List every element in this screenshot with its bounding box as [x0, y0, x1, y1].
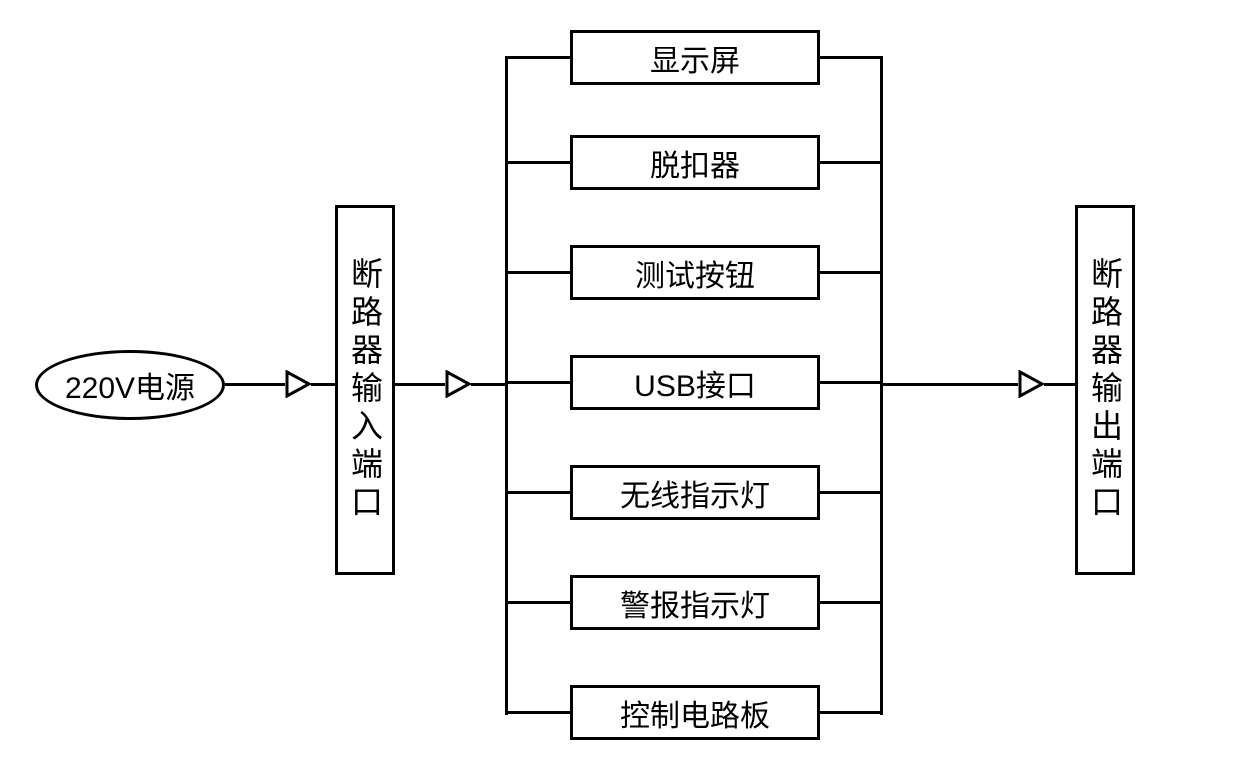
- left-branch-5: [505, 601, 570, 604]
- line-arrow1-to-input: [311, 383, 335, 386]
- left-branch-0: [505, 56, 570, 59]
- output-port-box: 断路器输出端口: [1075, 205, 1135, 575]
- component-label: 测试按钮: [635, 251, 755, 295]
- component-label: 显示屏: [650, 36, 740, 80]
- source-label: 220V电源: [65, 363, 195, 407]
- right-bus-vertical: [880, 57, 883, 715]
- output-port-label: 断路器输出端口: [1082, 257, 1128, 523]
- component-trip: 脱扣器: [570, 135, 820, 190]
- line-source-to-arrow1: [225, 383, 285, 386]
- line-arrow3-to-output: [1044, 383, 1075, 386]
- component-test-button: 测试按钮: [570, 245, 820, 300]
- component-label: 脱扣器: [650, 141, 740, 185]
- right-branch-3: [820, 381, 883, 384]
- left-branch-1: [505, 161, 570, 164]
- right-branch-5: [820, 601, 883, 604]
- right-branch-1: [820, 161, 883, 164]
- arrow-3: [1018, 370, 1044, 398]
- left-branch-3: [505, 381, 570, 384]
- left-branch-2: [505, 271, 570, 274]
- input-port-box: 断路器输入端口: [335, 205, 395, 575]
- line-bus-to-arrow3: [883, 383, 1018, 386]
- left-bus-vertical: [505, 57, 508, 715]
- component-display: 显示屏: [570, 30, 820, 85]
- right-branch-0: [820, 56, 883, 59]
- right-branch-4: [820, 491, 883, 494]
- component-label: 警报指示灯: [620, 581, 770, 625]
- component-control-board: 控制电路板: [570, 685, 820, 740]
- input-port-label: 断路器输入端口: [342, 257, 388, 523]
- left-branch-6: [505, 711, 570, 714]
- component-usb: USB接口: [570, 355, 820, 410]
- line-input-to-arrow2: [395, 383, 445, 386]
- arrow-1: [285, 370, 311, 398]
- component-alarm-led: 警报指示灯: [570, 575, 820, 630]
- arrow-2: [445, 370, 471, 398]
- component-label: 无线指示灯: [620, 471, 770, 515]
- source-node: 220V电源: [35, 350, 225, 420]
- component-label: 控制电路板: [620, 691, 770, 735]
- left-branch-4: [505, 491, 570, 494]
- right-branch-6: [820, 711, 883, 714]
- right-branch-2: [820, 271, 883, 274]
- component-label: USB接口: [634, 361, 756, 405]
- component-wireless-led: 无线指示灯: [570, 465, 820, 520]
- line-arrow2-to-bus: [471, 383, 507, 386]
